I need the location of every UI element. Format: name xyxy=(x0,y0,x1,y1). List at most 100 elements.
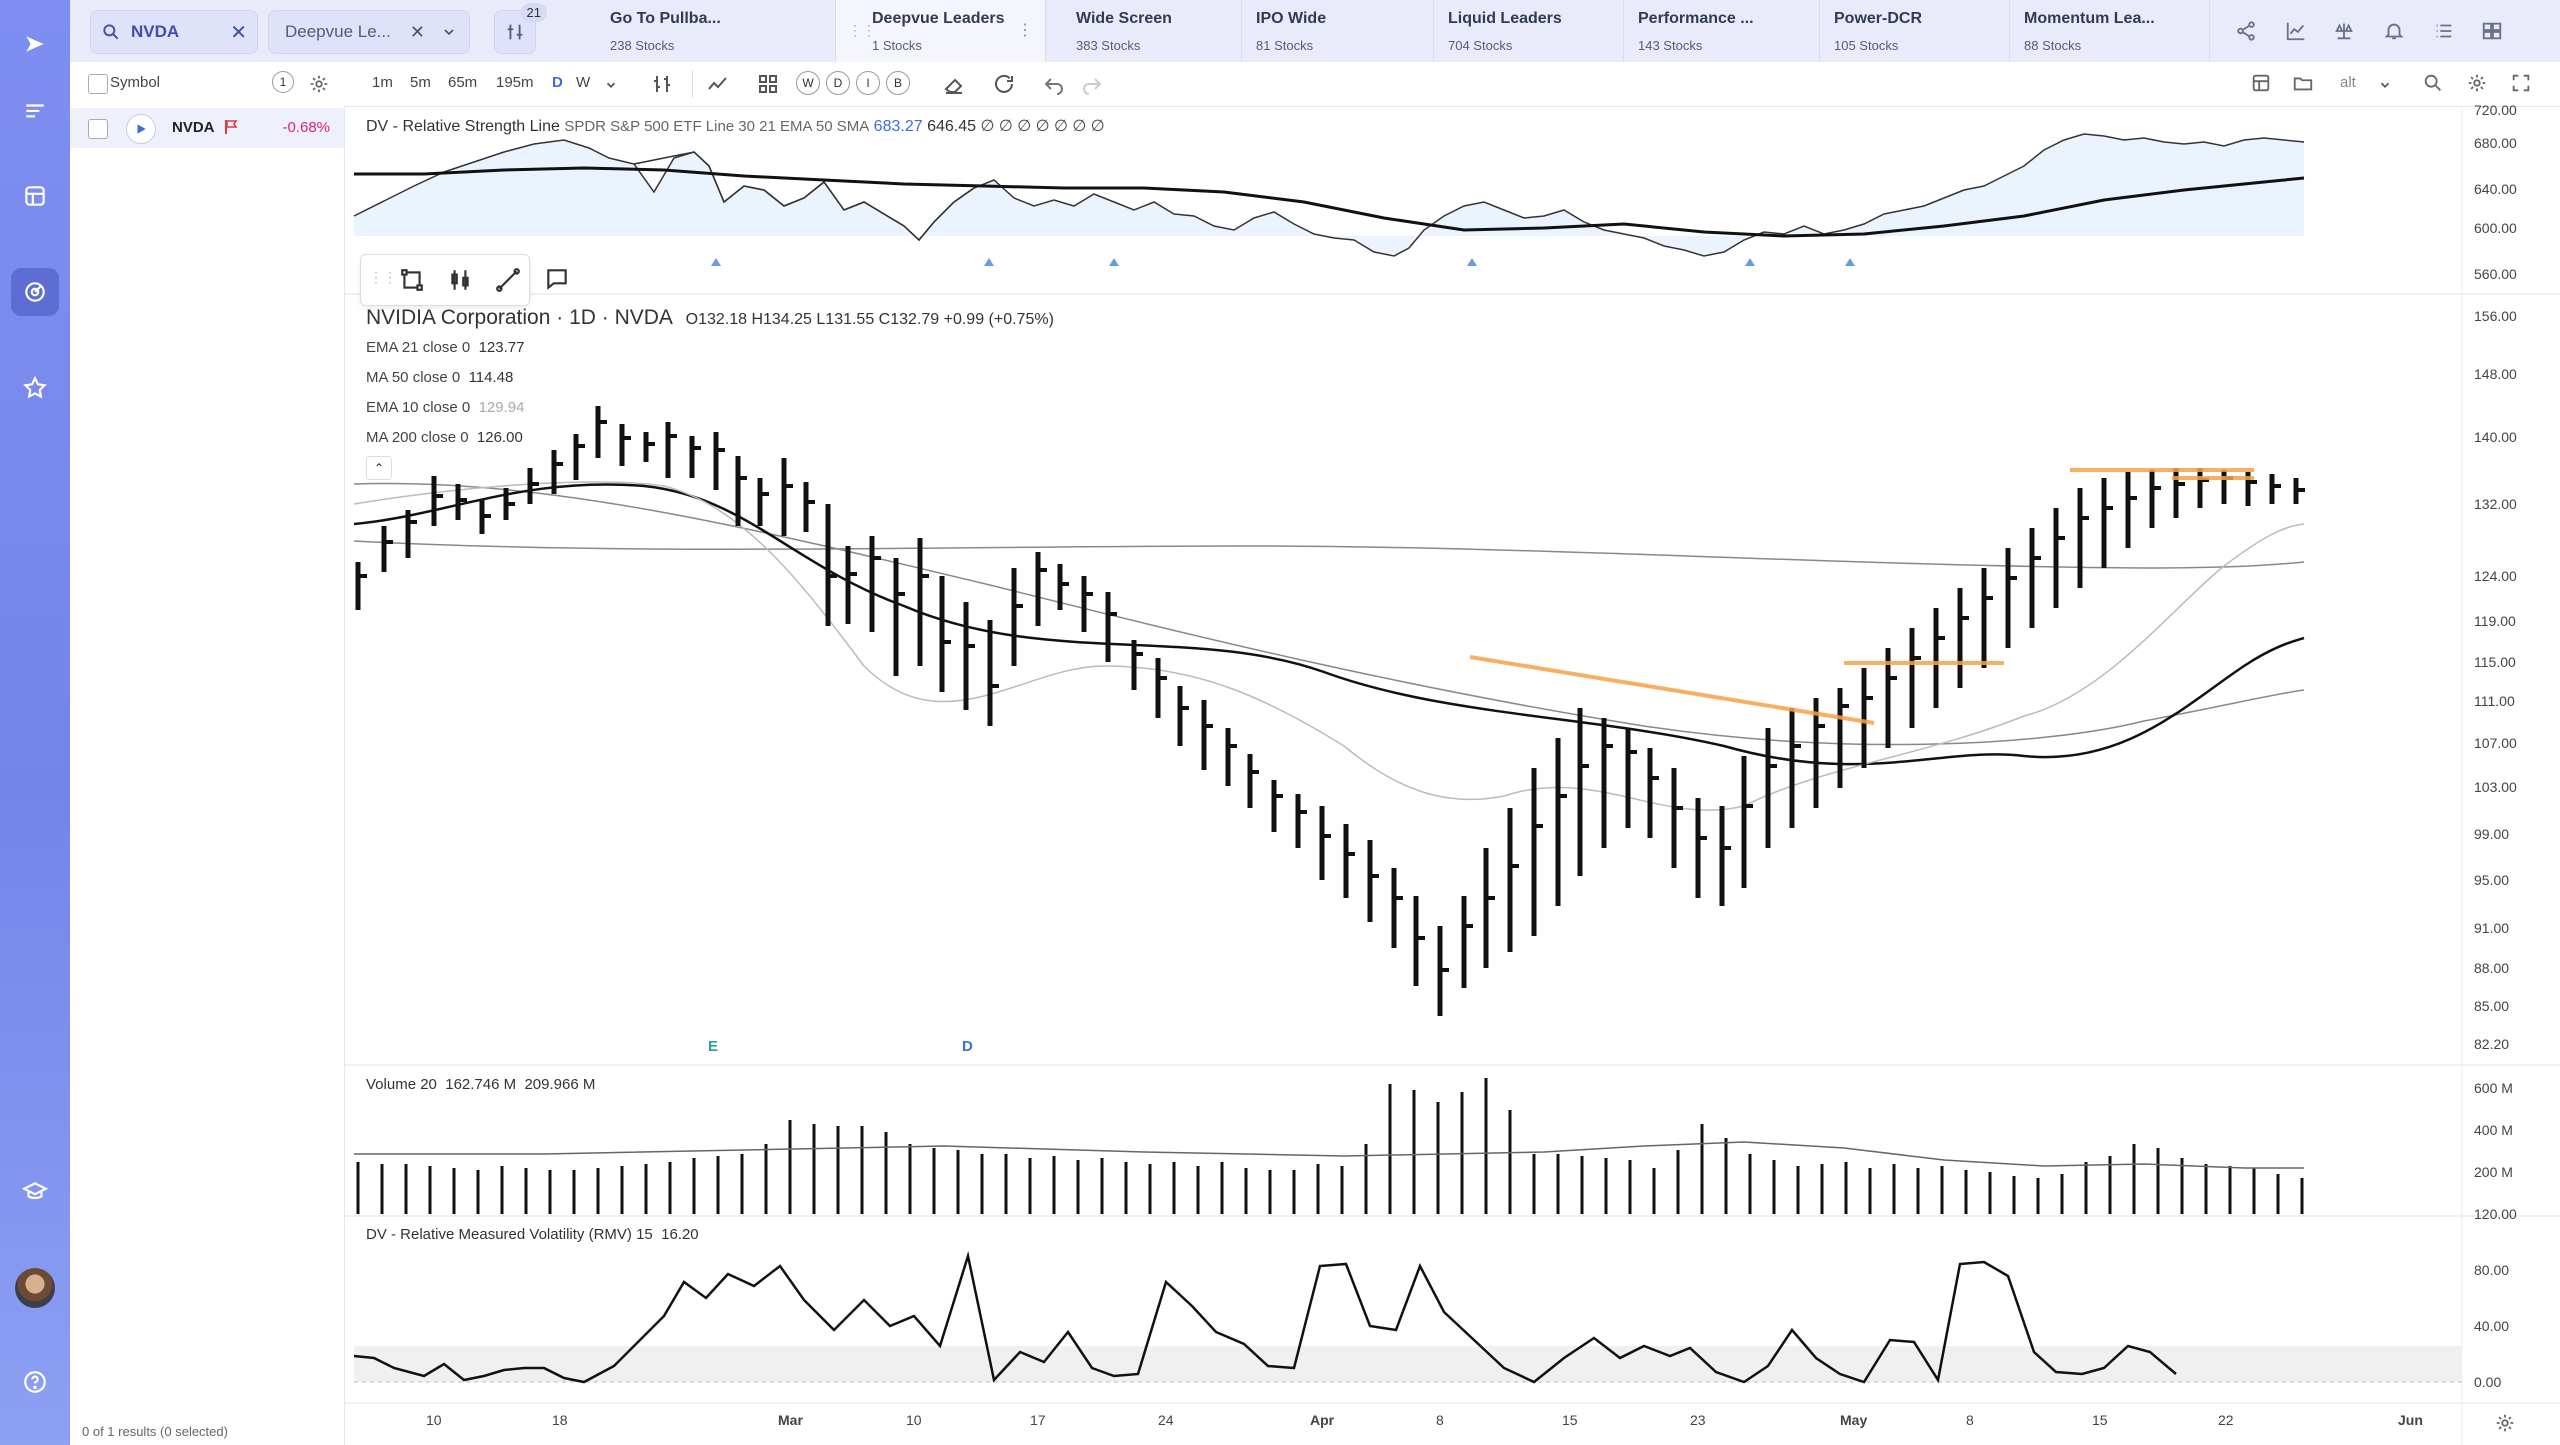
layout-icon[interactable] xyxy=(11,172,59,220)
menu-lines-icon[interactable] xyxy=(11,88,59,136)
tab-power-dcr[interactable]: Power-DCR 105 Stocks xyxy=(1820,0,2010,62)
help-icon[interactable] xyxy=(11,1358,59,1406)
period-d-button[interactable]: D xyxy=(826,71,850,95)
rmv-value: 16.20 xyxy=(661,1226,699,1243)
study-ema10[interactable]: EMA 10 close 0 129.94 xyxy=(366,399,524,416)
price-axis-label: 124.00 xyxy=(2474,568,2517,584)
screener-icon[interactable] xyxy=(11,268,59,316)
tab-performance[interactable]: Performance ... 143 Stocks xyxy=(1624,0,1820,62)
candles-tool-icon[interactable] xyxy=(447,267,473,293)
tab-go-to-pullback[interactable]: Go To Pullba... 238 Stocks xyxy=(596,0,836,62)
trendline-resistance[interactable] xyxy=(1469,655,1875,725)
rs-null-marks: ∅ ∅ ∅ ∅ ∅ ∅ ∅ xyxy=(980,118,1105,135)
filter-button[interactable]: 21 xyxy=(494,3,547,54)
study-ma200[interactable]: MA 200 close 0 126.00 xyxy=(366,429,523,446)
rectangle-tool-icon[interactable] xyxy=(399,267,425,293)
drag-handle-icon[interactable]: ⋮⋮ xyxy=(848,22,876,38)
filter-count-badge: 21 xyxy=(520,3,547,22)
select-all-checkbox[interactable] xyxy=(88,74,108,94)
flag-icon[interactable] xyxy=(224,119,238,135)
rmv-legend[interactable]: DV - Relative Measured Volatility (RMV) … xyxy=(366,1226,699,1243)
settings-icon[interactable] xyxy=(2466,72,2488,94)
rs-legend[interactable]: DV - Relative Strength Line SPDR S&P 500… xyxy=(366,116,1105,136)
grid-view-icon[interactable] xyxy=(2478,17,2506,45)
tab-label: Momentum Lea... xyxy=(2024,10,2155,27)
watchlist-row-nvda[interactable]: NVDA -0.68% xyxy=(70,108,344,148)
interval-1m[interactable]: 1m xyxy=(372,74,393,91)
ma200-line xyxy=(353,540,2305,569)
price-axis-label: 91.00 xyxy=(2474,920,2510,936)
price-axis-label: 88.00 xyxy=(2474,960,2510,976)
magic-zoom-icon[interactable] xyxy=(2422,72,2444,94)
chevron-down-icon[interactable] xyxy=(2378,78,2392,92)
redo-icon[interactable] xyxy=(1080,72,1104,96)
left-nav-rail xyxy=(0,0,70,1445)
search-input[interactable]: NVDA xyxy=(131,22,180,41)
tab-momentum-leaders[interactable]: Momentum Lea... 88 Stocks xyxy=(2010,0,2210,62)
share-icon[interactable] xyxy=(2232,17,2260,45)
avatar[interactable] xyxy=(11,1264,59,1312)
symbol-column-header[interactable]: Symbol xyxy=(110,74,161,91)
bars-style-icon[interactable] xyxy=(650,72,674,96)
alt-selector[interactable]: alt xyxy=(2340,74,2356,91)
collapse-legend-button[interactable]: ⌃ xyxy=(366,456,392,480)
tab-wide-screen[interactable]: Wide Screen 383 Stocks xyxy=(1062,0,1242,62)
bell-icon[interactable] xyxy=(2380,17,2408,45)
price-legend[interactable]: NVIDIA Corporation · 1D · NVDA O132.18 H… xyxy=(366,306,1054,330)
list-view-icon[interactable] xyxy=(2430,17,2458,45)
rmv-band xyxy=(354,1346,2462,1382)
row-checkbox[interactable] xyxy=(88,119,108,139)
symbol-search[interactable]: NVDA ✕ xyxy=(90,10,258,54)
clear-watchlist-icon[interactable]: ✕ xyxy=(409,21,425,42)
clear-search-icon[interactable]: ✕ xyxy=(230,21,247,44)
star-icon[interactable] xyxy=(11,364,59,412)
indicators-icon[interactable] xyxy=(706,72,730,96)
drag-handle-icon[interactable]: ⋮⋮ xyxy=(369,269,397,285)
gear-icon[interactable] xyxy=(308,73,330,95)
refresh-icon[interactable] xyxy=(992,72,1016,96)
tab-deepvue-leaders[interactable]: Deepvue Leaders 1 Stocks ⋮⋮ ⋮ xyxy=(836,0,1046,62)
study-ma50[interactable]: MA 50 close 0 114.48 xyxy=(366,369,513,386)
price-axis-label: 111.00 xyxy=(2474,693,2515,709)
row-change: -0.68% xyxy=(282,119,330,136)
period-b-button[interactable]: B xyxy=(886,71,910,95)
period-i-button[interactable]: I xyxy=(856,71,880,95)
new-high-marker xyxy=(711,258,721,266)
logo-icon[interactable] xyxy=(11,20,59,68)
fullscreen-icon[interactable] xyxy=(2510,72,2532,94)
volume-legend[interactable]: Volume 20 162.746 M 209.966 M xyxy=(366,1076,595,1093)
earnings-marker[interactable]: E xyxy=(708,1038,719,1055)
chart-area[interactable]: DV - Relative Strength Line SPDR S&P 500… xyxy=(344,102,2560,1445)
study-ema21[interactable]: EMA 21 close 0 123.77 xyxy=(366,339,524,356)
search-icon xyxy=(103,24,119,40)
chart-canvas[interactable] xyxy=(344,106,2560,1445)
play-icon[interactable] xyxy=(126,114,156,144)
chart-settings-icon[interactable] xyxy=(2494,1412,2516,1434)
watchlist-select[interactable]: Deepvue Le... ✕ xyxy=(268,10,470,54)
period-w-button[interactable]: W xyxy=(796,71,820,95)
price-axis-label: 85.00 xyxy=(2474,998,2510,1014)
comment-tool-icon[interactable] xyxy=(544,266,570,292)
templates-icon[interactable] xyxy=(756,72,780,96)
drawing-toolbar: ⋮⋮ xyxy=(360,254,530,306)
scale-icon[interactable] xyxy=(2330,17,2358,45)
layout-panel-icon[interactable] xyxy=(2250,72,2272,94)
interval-daily[interactable]: D xyxy=(552,74,563,91)
interval-195m[interactable]: 195m xyxy=(496,74,534,91)
tab-ipo-wide[interactable]: IPO Wide 81 Stocks xyxy=(1242,0,1434,62)
interval-65m[interactable]: 65m xyxy=(448,74,478,91)
tab-menu-icon[interactable]: ⋮ xyxy=(1017,22,1033,39)
undo-icon[interactable] xyxy=(1042,72,1066,96)
trendline-tool-icon[interactable] xyxy=(495,267,521,293)
date-axis-label: 10 xyxy=(906,1412,922,1428)
dividend-marker[interactable]: D xyxy=(962,1038,973,1055)
chevron-down-icon[interactable] xyxy=(604,78,618,92)
chart-line-icon[interactable] xyxy=(2282,17,2310,45)
price-title: NVIDIA Corporation · 1D · NVDA xyxy=(366,306,672,329)
folder-icon[interactable] xyxy=(2292,72,2314,94)
eraser-icon[interactable] xyxy=(942,72,966,96)
interval-weekly[interactable]: W xyxy=(576,74,591,91)
tab-liquid-leaders[interactable]: Liquid Leaders 704 Stocks xyxy=(1434,0,1624,62)
interval-5m[interactable]: 5m xyxy=(410,74,431,91)
education-icon[interactable] xyxy=(11,1168,59,1216)
